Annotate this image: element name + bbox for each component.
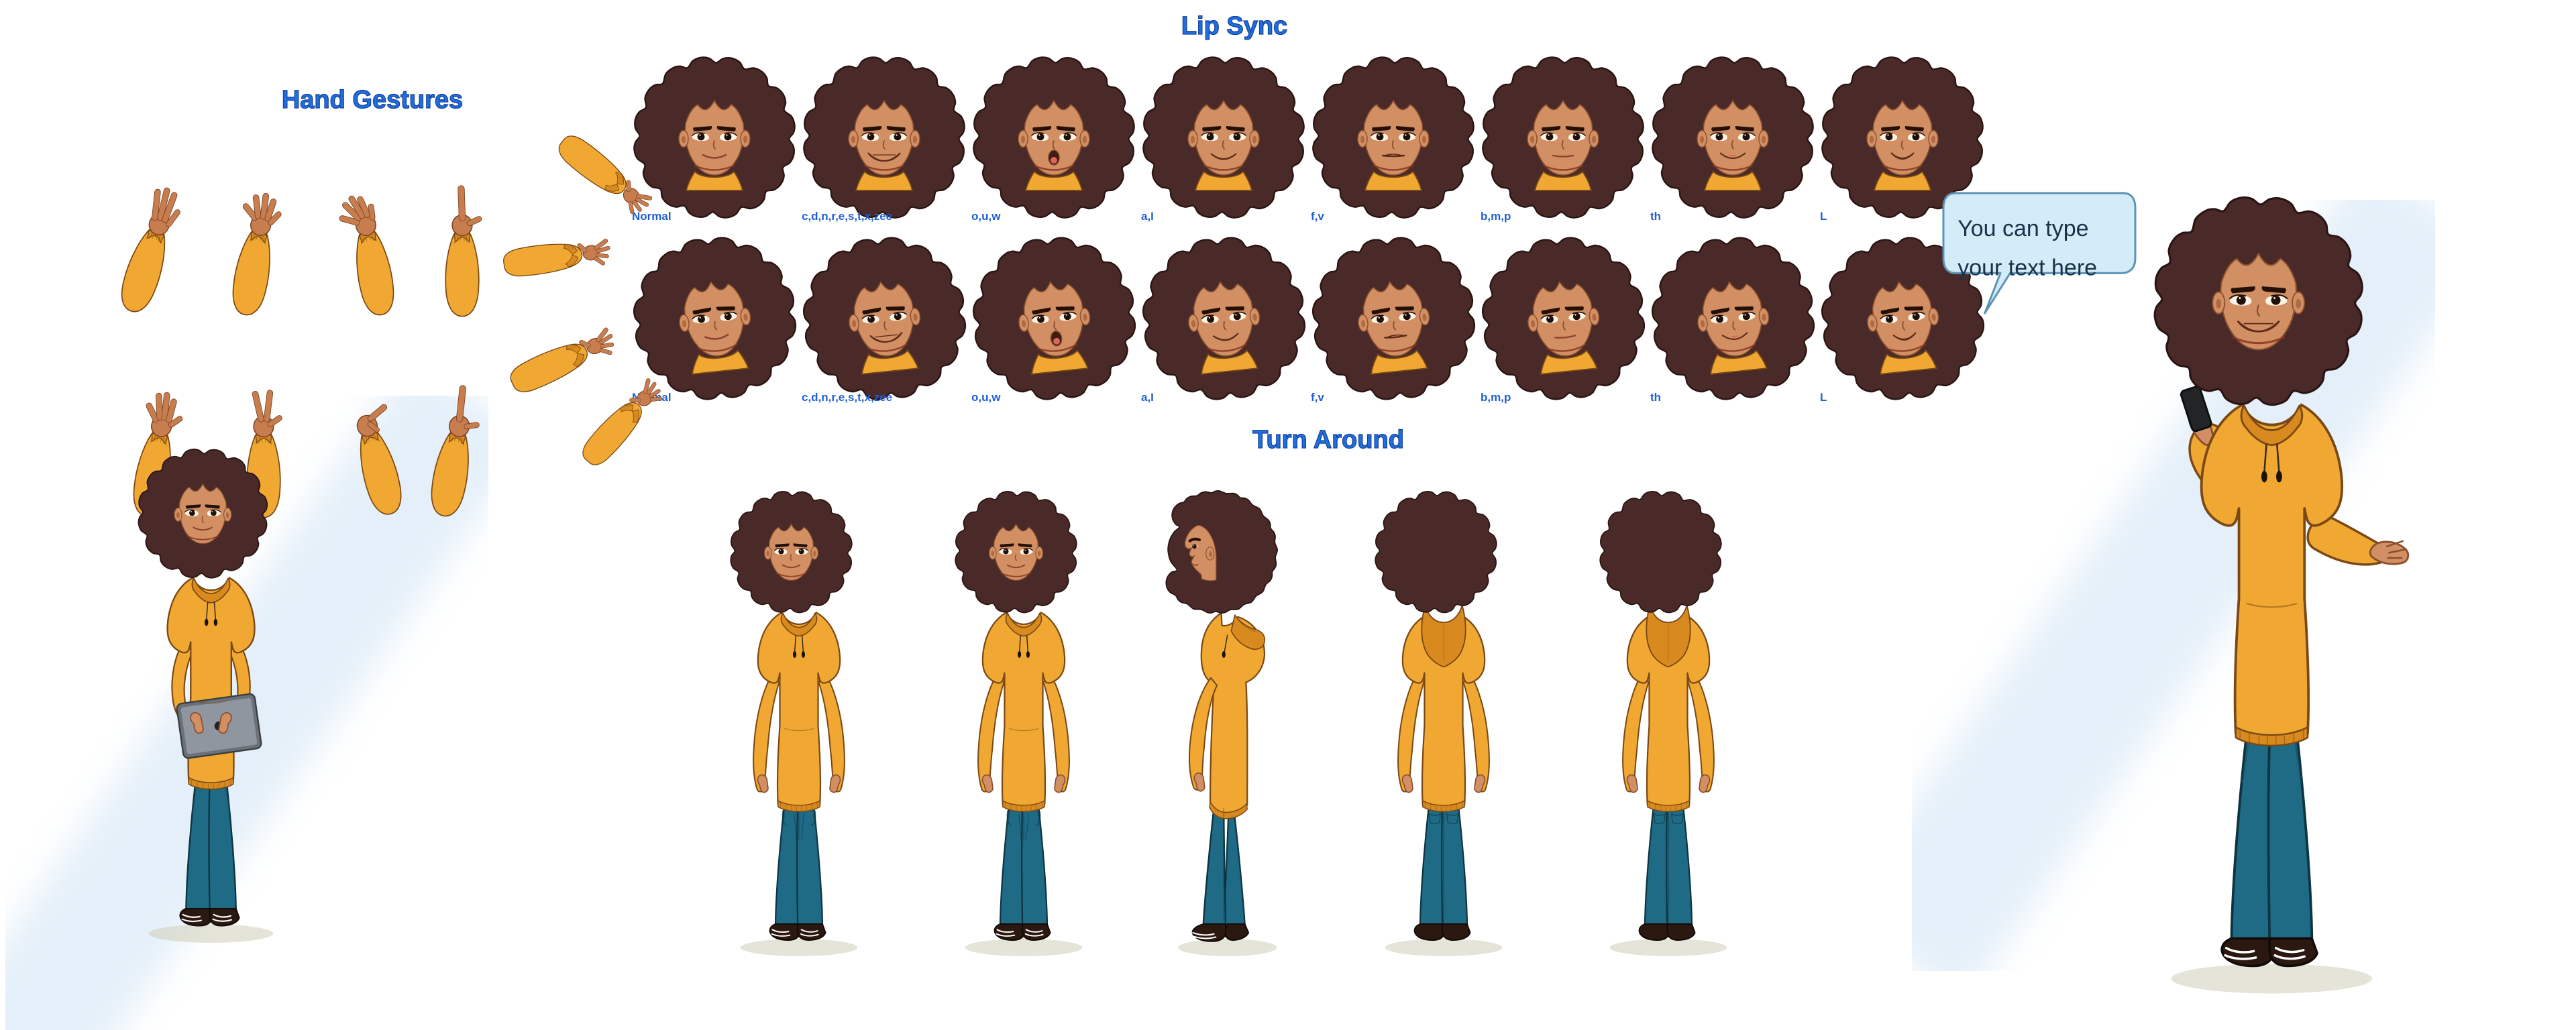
svg-text:You can type: You can type [1957, 216, 2088, 241]
svg-text:your text here: your text here [1957, 255, 2097, 281]
